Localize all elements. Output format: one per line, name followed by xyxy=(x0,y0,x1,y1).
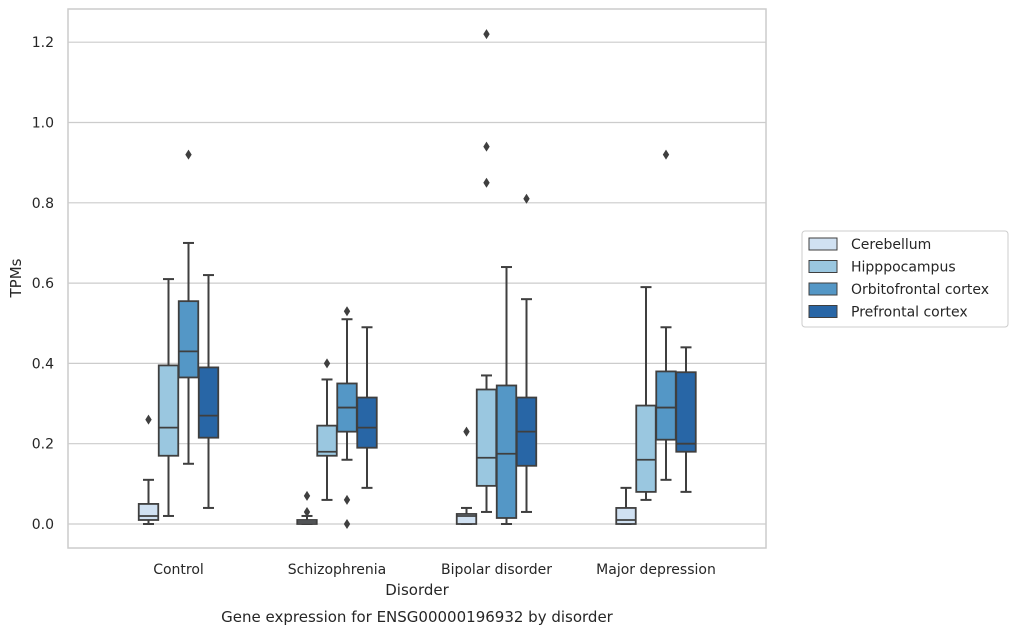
box xyxy=(197,274,220,509)
outlier-point xyxy=(145,414,152,425)
series-group xyxy=(177,149,677,529)
y-axis-label: TPMs xyxy=(7,258,25,298)
box-iqr xyxy=(475,388,498,487)
box-iqr xyxy=(157,364,180,457)
outlier-point xyxy=(303,490,311,501)
y-tick-label: 0.6 xyxy=(32,276,54,292)
outlier-point xyxy=(303,506,311,517)
x-tick-label: Major depression xyxy=(596,562,716,578)
legend-label: Prefrontal cortex xyxy=(851,305,968,321)
box-iqr xyxy=(356,396,378,449)
series-group xyxy=(157,29,657,517)
box xyxy=(635,286,657,501)
legend-label: Cerebellum xyxy=(851,237,931,253)
box-iqr xyxy=(137,503,160,521)
box xyxy=(515,193,538,513)
box-iqr xyxy=(177,300,200,379)
legend-frame xyxy=(801,230,1009,328)
legend-label: Hipppocampus xyxy=(851,260,956,276)
outlier-point xyxy=(483,29,490,40)
outlier-point xyxy=(523,193,530,204)
outlier-point xyxy=(483,177,490,188)
series-group xyxy=(197,193,697,513)
outlier-point xyxy=(185,149,192,160)
box xyxy=(475,29,498,513)
y-tick-label: 1.0 xyxy=(32,116,54,132)
legend-swatch xyxy=(808,282,838,296)
box-iqr xyxy=(615,507,637,525)
legend-swatch xyxy=(808,260,838,273)
box-iqr xyxy=(635,404,657,493)
box xyxy=(157,278,180,517)
outlier-point xyxy=(343,306,351,317)
box xyxy=(137,414,160,525)
y-tick-label: 0.0 xyxy=(32,517,54,533)
box-series xyxy=(137,29,697,529)
outlier-point xyxy=(463,426,470,437)
y-axis-ticks: 0.0 0.2 0.4 0.6 0.8 1.0 1.2 xyxy=(32,35,54,533)
box xyxy=(336,306,358,529)
legend-swatch xyxy=(808,237,838,251)
box xyxy=(615,486,637,525)
outlier-point xyxy=(343,519,351,529)
outlier-point xyxy=(662,149,670,160)
box xyxy=(675,346,697,493)
outlier-point xyxy=(343,494,351,505)
y-tick-label: 0.2 xyxy=(32,437,54,453)
box-iqr xyxy=(495,384,518,519)
legend-swatch xyxy=(808,305,838,318)
box-iqr xyxy=(197,366,220,439)
y-tick-label: 0.4 xyxy=(32,356,54,372)
series-group xyxy=(137,414,637,525)
y-tick-label: 1.2 xyxy=(32,35,54,51)
box-iqr xyxy=(316,424,338,457)
plot-frame xyxy=(67,8,767,549)
box-iqr xyxy=(455,513,478,525)
chart-caption: Gene expression for ENSG00000196932 by d… xyxy=(221,608,614,626)
x-tick-label: Control xyxy=(153,562,204,578)
x-axis-ticks: Control Schizophrenia Bipolar disorder Majo… xyxy=(153,562,716,578)
box xyxy=(177,149,200,465)
legend-label: Orbitofrontal cortex xyxy=(851,282,989,298)
x-axis-label: Disorder xyxy=(385,581,449,599)
box xyxy=(455,426,478,525)
y-tick-label: 0.8 xyxy=(32,196,54,212)
box xyxy=(316,358,338,501)
box xyxy=(356,326,378,489)
legend: Cerebellum Hipppocampus Orbitofrontal cort… xyxy=(801,230,1009,328)
box-iqr xyxy=(655,370,677,441)
x-tick-label: Bipolar disorder xyxy=(441,562,552,578)
box-iqr xyxy=(675,371,697,453)
outlier-point xyxy=(323,358,331,369)
outlier-point xyxy=(483,141,490,152)
box xyxy=(296,490,318,525)
box xyxy=(495,266,518,525)
x-tick-label: Schizophrenia xyxy=(288,562,386,578)
